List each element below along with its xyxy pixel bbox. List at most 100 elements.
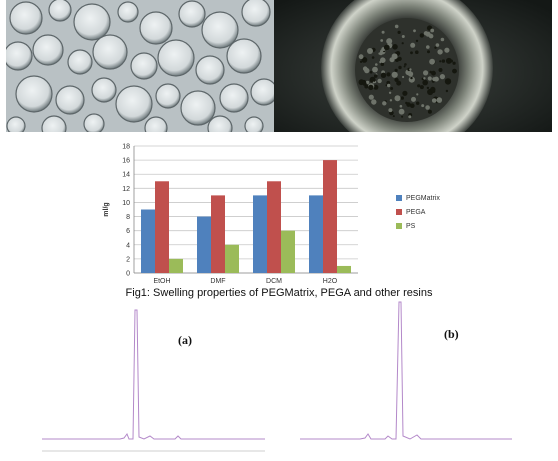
bead-shape: [92, 34, 128, 70]
pore-shape: [392, 44, 398, 50]
pore-shape: [445, 89, 449, 93]
pore-shape: [368, 94, 374, 100]
pore-shape: [416, 101, 420, 105]
pore-shape: [388, 91, 392, 95]
pore-shape: [378, 52, 381, 55]
pore-shape: [452, 68, 457, 74]
trace-a-line: [42, 309, 265, 440]
pore-shape: [434, 46, 437, 49]
bar-ps-dcm: [281, 230, 295, 273]
figure-caption: Fig1: Swelling properties of PEGMatrix, …: [125, 287, 433, 299]
bead-shape: [117, 1, 139, 23]
bar-pegmatrix-etoh: [141, 209, 155, 273]
trace-b-line: [300, 301, 512, 440]
pore-shape: [432, 77, 436, 81]
legend-swatch: [396, 209, 402, 215]
pore-shape: [361, 57, 368, 63]
pore-shape: [391, 71, 398, 78]
pore-shape: [386, 72, 391, 77]
pore-shape: [398, 65, 402, 70]
pore-shape: [452, 61, 456, 65]
bead-shape: [201, 11, 239, 49]
pore-shape: [427, 76, 432, 81]
pore-shape: [388, 108, 393, 113]
bead-shape: [139, 11, 173, 45]
bar-pega-dmf: [211, 195, 225, 273]
pore-shape: [431, 98, 437, 103]
x-tick-label: DCM: [266, 278, 282, 285]
pore-shape: [425, 105, 430, 110]
legend-label: PEGMatrix: [406, 195, 440, 202]
pore-shape: [372, 81, 375, 84]
pore-shape: [401, 42, 404, 45]
pore-shape: [369, 76, 376, 83]
bead-shape: [115, 85, 153, 123]
pore-shape: [423, 70, 429, 76]
pore-shape: [390, 87, 394, 90]
chromatogram-traces: (a) (b): [0, 300, 558, 456]
bead-shape: [219, 83, 249, 113]
pore-shape: [392, 115, 395, 118]
pore-shape: [413, 29, 416, 33]
pore-shape: [450, 59, 453, 63]
pore-shape: [429, 70, 432, 74]
y-tick-label: 8: [126, 214, 130, 221]
bar-ps-etoh: [169, 258, 183, 273]
pore-shape: [410, 103, 415, 108]
pore-shape: [422, 79, 428, 86]
pore-shape: [373, 84, 379, 90]
pore-shape: [373, 74, 378, 78]
pore-shape: [389, 99, 393, 102]
bead-shape: [9, 1, 43, 35]
pore-shape: [408, 76, 415, 83]
pore-shape: [410, 51, 413, 55]
legend-label: PEGA: [406, 209, 426, 216]
y-tick-label: 4: [126, 242, 130, 249]
porous-bead-micrograph-image: [274, 0, 552, 132]
pore-shape: [358, 54, 364, 60]
bead-shape: [195, 55, 225, 85]
bar-pega-etoh: [155, 181, 169, 273]
bead-shape: [244, 116, 264, 132]
y-tick-label: 18: [122, 144, 130, 151]
pore-shape: [437, 49, 443, 55]
pore-shape: [377, 78, 382, 84]
pore-shape: [436, 97, 443, 103]
pore-shape: [359, 60, 363, 63]
bead-shape: [55, 85, 85, 115]
pore-shape: [408, 71, 414, 77]
pore-shape: [381, 30, 385, 34]
pore-shape: [406, 102, 409, 105]
y-axis-label: ml/g: [103, 202, 110, 216]
pore-shape: [367, 48, 373, 54]
bead-shape: [250, 78, 274, 106]
bead-shape: [155, 83, 181, 109]
y-tick-label: 10: [122, 200, 130, 207]
y-tick-label: 14: [122, 172, 130, 179]
pore-shape: [426, 45, 430, 49]
pore-shape: [362, 81, 367, 86]
x-tick-label: H2O: [323, 278, 338, 285]
bead-shape: [178, 0, 206, 28]
bar-ps-dmf: [225, 244, 239, 273]
bead-shape: [180, 90, 216, 126]
pore-shape: [394, 68, 398, 72]
pore-shape: [380, 39, 384, 42]
bead-shape: [32, 34, 64, 66]
bead-shape: [41, 115, 67, 132]
pore-shape: [409, 68, 412, 71]
pore-shape: [401, 35, 405, 38]
pore-shape: [371, 56, 375, 59]
bar-pegmatrix-h2o: [309, 195, 323, 273]
pore-shape: [438, 68, 443, 72]
pore-shape: [394, 95, 401, 102]
bead-shape: [144, 116, 168, 132]
pore-shape: [380, 62, 385, 66]
y-tick-label: 6: [126, 228, 130, 235]
pore-shape: [387, 83, 391, 88]
pore-shape: [410, 42, 416, 48]
pore-shape: [426, 86, 430, 90]
legend-label: PS: [406, 223, 416, 230]
trace-a-label: (a): [178, 333, 192, 347]
pore-shape: [371, 99, 377, 105]
